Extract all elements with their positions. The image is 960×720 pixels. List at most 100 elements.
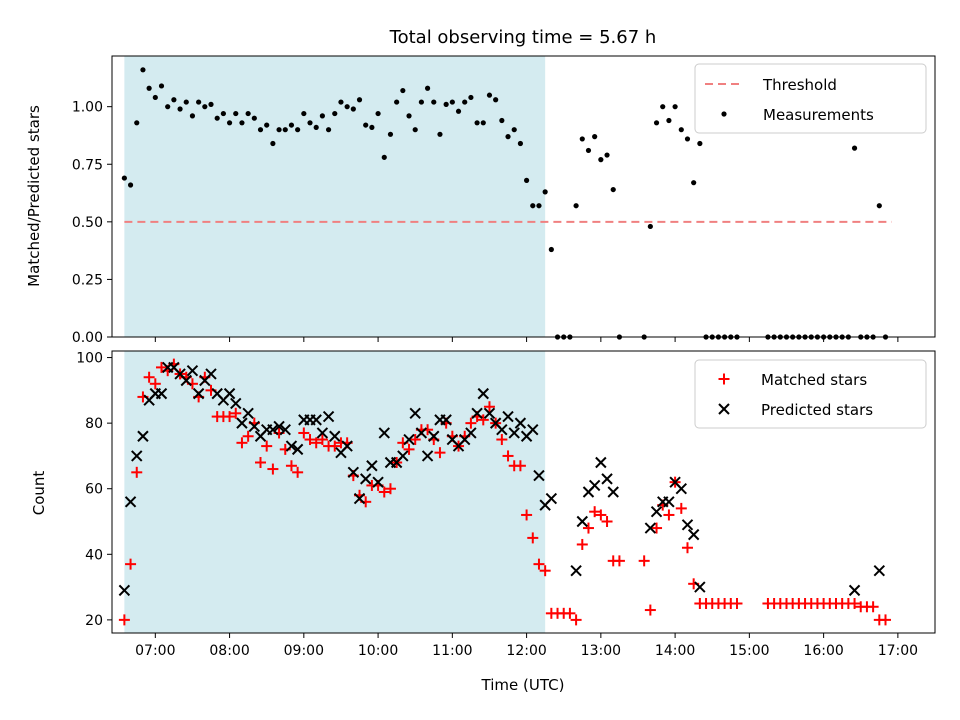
predicted-star-point <box>675 483 688 495</box>
y-tick-label: 100 <box>76 351 103 367</box>
predicted-star-point <box>285 440 298 452</box>
top-chart-title: Total observing time = 5.67 h <box>389 27 657 48</box>
predicted-star-point <box>465 427 477 439</box>
x-marker-b <box>718 403 730 415</box>
measurement-point <box>319 113 325 119</box>
matched-star-point <box>292 466 304 478</box>
measurement-point <box>288 122 295 128</box>
matched-star-point <box>613 555 625 567</box>
x-marker-b <box>279 423 291 436</box>
predicted-star-point <box>576 515 588 528</box>
measurement-point <box>579 136 585 142</box>
predicted-star-point <box>124 496 137 508</box>
predicted-star-point <box>192 387 205 400</box>
matched-star-point <box>316 434 328 446</box>
x-marker-b <box>248 420 261 433</box>
predicted-star-point <box>267 423 279 436</box>
measurement-point <box>666 117 672 124</box>
legend-predicted-swatch <box>718 403 730 415</box>
matched-star-point <box>564 607 576 619</box>
predicted-stars-points <box>118 361 886 597</box>
predicted-star-point <box>588 479 601 492</box>
top-legend-box <box>694 63 927 134</box>
matched-star-point <box>236 437 248 449</box>
x-marker-b <box>316 427 329 439</box>
measurement-point <box>542 189 548 195</box>
matched-star-point <box>125 558 137 570</box>
measurement-point <box>325 127 332 133</box>
measurement-point <box>684 136 691 142</box>
x-tick-label: 13:00 <box>581 643 621 659</box>
measurement-point <box>177 106 183 112</box>
predicted-star-point <box>372 476 384 488</box>
bottom-legend: Matched stars Predicted stars <box>694 359 927 429</box>
measurement-point <box>165 104 171 110</box>
x-marker-b <box>663 496 675 508</box>
matched-star-point <box>539 565 551 577</box>
x-marker-b <box>428 430 440 442</box>
matched-star-point <box>267 463 279 475</box>
top-plot-frame <box>111 55 936 338</box>
predicted-star-point <box>428 430 440 442</box>
x-marker-b <box>168 361 180 374</box>
predicted-star-point <box>378 427 390 439</box>
measurement-point <box>313 124 319 131</box>
x-marker-b <box>347 466 360 479</box>
measurement-point <box>511 127 517 133</box>
top-shaded-span <box>124 56 546 337</box>
measurement-point <box>338 99 344 105</box>
matched-star-point <box>156 361 168 373</box>
x-marker-b <box>273 420 285 433</box>
x-tick-label: 15:00 <box>729 643 769 659</box>
top-legend: Threshold Measurements <box>694 63 927 134</box>
measurement-point <box>375 110 381 117</box>
matched-star-point <box>143 371 155 383</box>
measurement-point <box>523 177 530 183</box>
predicted-star-point <box>508 427 520 439</box>
predicted-star-point <box>694 581 706 593</box>
x-marker-b <box>186 364 199 377</box>
bottom-axis-ticks: 07:00 08:00 09:00 10:00 11:00 12:00 13:00 14:00… <box>76 351 918 659</box>
y-tick-label: 0.00 <box>72 330 103 346</box>
measurement-point <box>214 115 220 121</box>
predicted-star-point <box>415 427 428 439</box>
x-tick-label: 12:00 <box>506 643 546 659</box>
measurement-point <box>505 134 511 140</box>
x-axis-label: Time (UTC) <box>481 676 565 694</box>
matched-star-point <box>434 447 446 459</box>
x-marker-b <box>421 450 434 462</box>
measurement-point <box>876 203 882 209</box>
predicted-star-point <box>595 456 607 469</box>
matched-star-point <box>242 430 254 442</box>
x-tick-label: 08:00 <box>209 643 249 659</box>
matched-star-point <box>477 414 489 426</box>
measurement-point <box>548 246 554 253</box>
predicted-star-point <box>545 492 558 505</box>
matched-star-point <box>681 542 693 554</box>
predicted-star-point <box>322 410 335 423</box>
measurement-point <box>189 113 196 119</box>
measurement-point <box>257 127 264 133</box>
measurement-point <box>499 117 505 124</box>
x-marker-b <box>180 374 192 387</box>
measurement-point <box>381 154 387 160</box>
bottom-legend-box <box>694 359 927 429</box>
x-marker-b <box>848 584 861 597</box>
x-marker-b <box>137 430 149 442</box>
matched-star-point <box>131 466 143 478</box>
x-marker-b <box>502 410 514 423</box>
predicted-star-point <box>347 466 360 479</box>
matched-star-point <box>570 614 582 626</box>
matched-star-point <box>514 460 526 472</box>
measurement-point <box>486 92 493 98</box>
matched-star-point <box>675 502 687 514</box>
predicted-star-point <box>527 423 539 436</box>
x-marker-b <box>366 460 378 472</box>
legend-measurements-swatch <box>721 111 727 117</box>
legend-predicted-label: Predicted stars <box>761 401 873 419</box>
predicted-star-point <box>477 387 489 400</box>
x-tick-label: 10:00 <box>358 643 398 659</box>
x-marker-b <box>267 423 279 436</box>
matched-star-point <box>224 411 236 423</box>
